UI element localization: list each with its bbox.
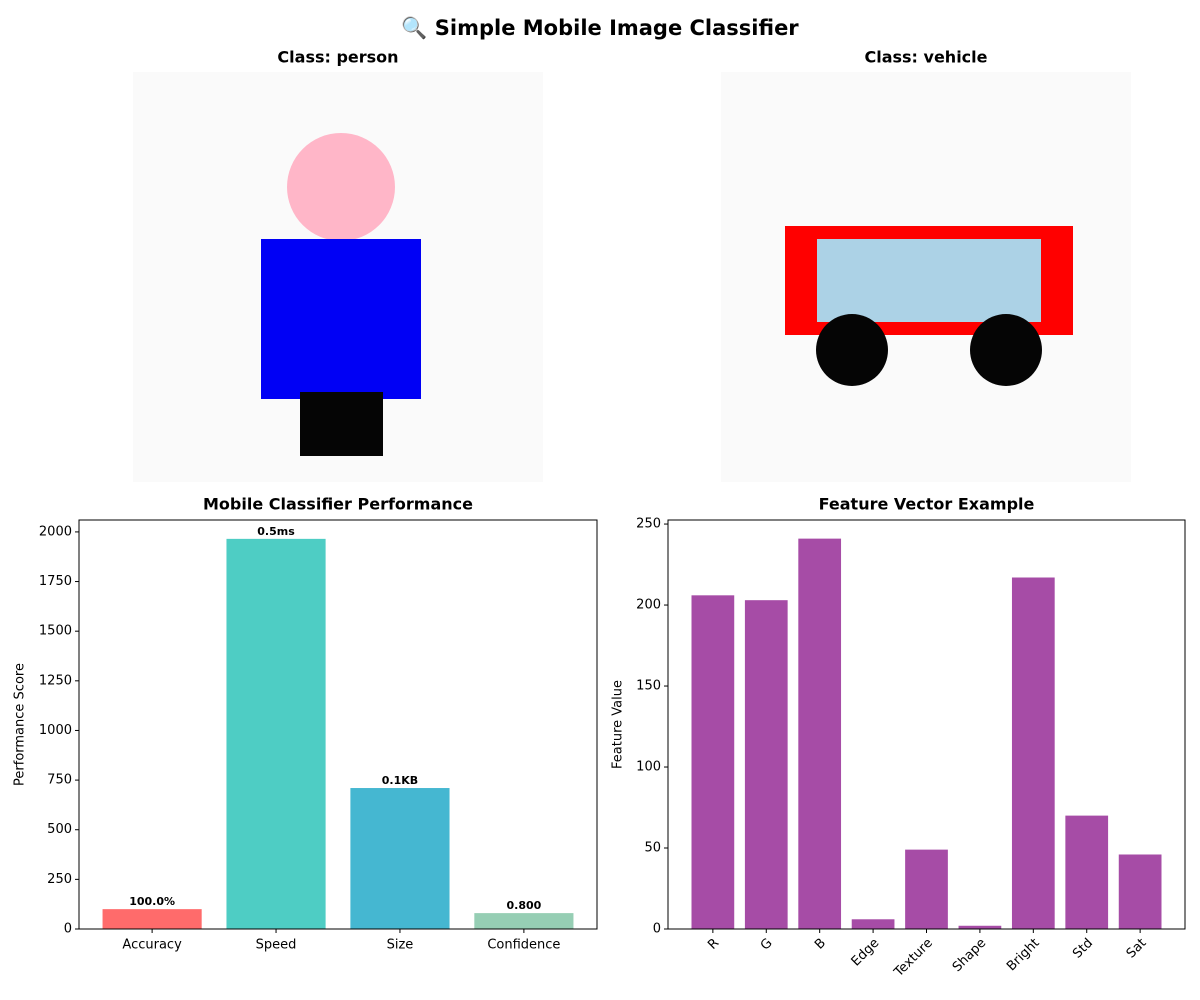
x-tick-label: Confidence [487,938,560,953]
x-tick-label: Size [387,938,414,953]
body [261,239,421,399]
bar [1118,854,1162,929]
y-tick-label: 250 [636,517,661,532]
bar [958,925,1002,929]
chart-title: Mobile Classifier Performance [203,495,473,514]
axes-frame [78,519,598,930]
bar [226,538,326,929]
x-tick-label: Speed [256,938,297,953]
y-axis-label: Feature Value [611,680,626,769]
wheel [816,314,888,386]
y-tick-label: 2000 [39,524,72,539]
car-window [817,239,1041,322]
y-tick-label: 150 [636,679,661,694]
bar-annotation: 0.1KB [382,774,418,787]
bar [744,600,788,929]
y-tick-label: 250 [47,872,72,887]
y-axis-label: Performance Score [13,663,28,786]
y-tick-label: 1500 [39,624,72,639]
y-tick-label: 750 [47,773,72,788]
image-title: Class: person [277,48,398,67]
bar [905,849,948,929]
bar-annotation: 100.0% [129,895,175,908]
wheel [970,314,1042,386]
y-tick-label: 1250 [39,673,72,688]
y-tick-label: 1750 [39,574,72,589]
bar-annotation: 0.800 [506,899,541,912]
bar [798,538,842,929]
y-tick-label: 500 [47,822,72,837]
bar [350,788,450,929]
y-tick-label: 1000 [39,723,72,738]
y-tick-label: 50 [644,841,661,856]
legs [300,392,383,456]
x-tick-label: Accuracy [122,938,182,953]
bar [1065,815,1109,929]
image-title: Class: vehicle [864,48,987,67]
y-tick-label: 100 [636,760,661,775]
chart-title: Feature Vector Example [819,495,1035,514]
figure-title: 🔍 Simple Mobile Image Classifier [401,14,799,40]
bar [102,909,202,929]
person-image [133,72,543,482]
axes-frame [667,519,1186,930]
y-tick-label: 0 [64,922,72,937]
y-tick-label: 0 [653,922,661,937]
bar [691,595,735,929]
bar [851,919,895,929]
vehicle-image [721,72,1131,482]
bar [474,913,574,929]
y-tick-label: 200 [636,598,661,613]
bar [1011,577,1055,929]
head [287,133,395,241]
bar-annotation: 0.5ms [257,525,295,538]
